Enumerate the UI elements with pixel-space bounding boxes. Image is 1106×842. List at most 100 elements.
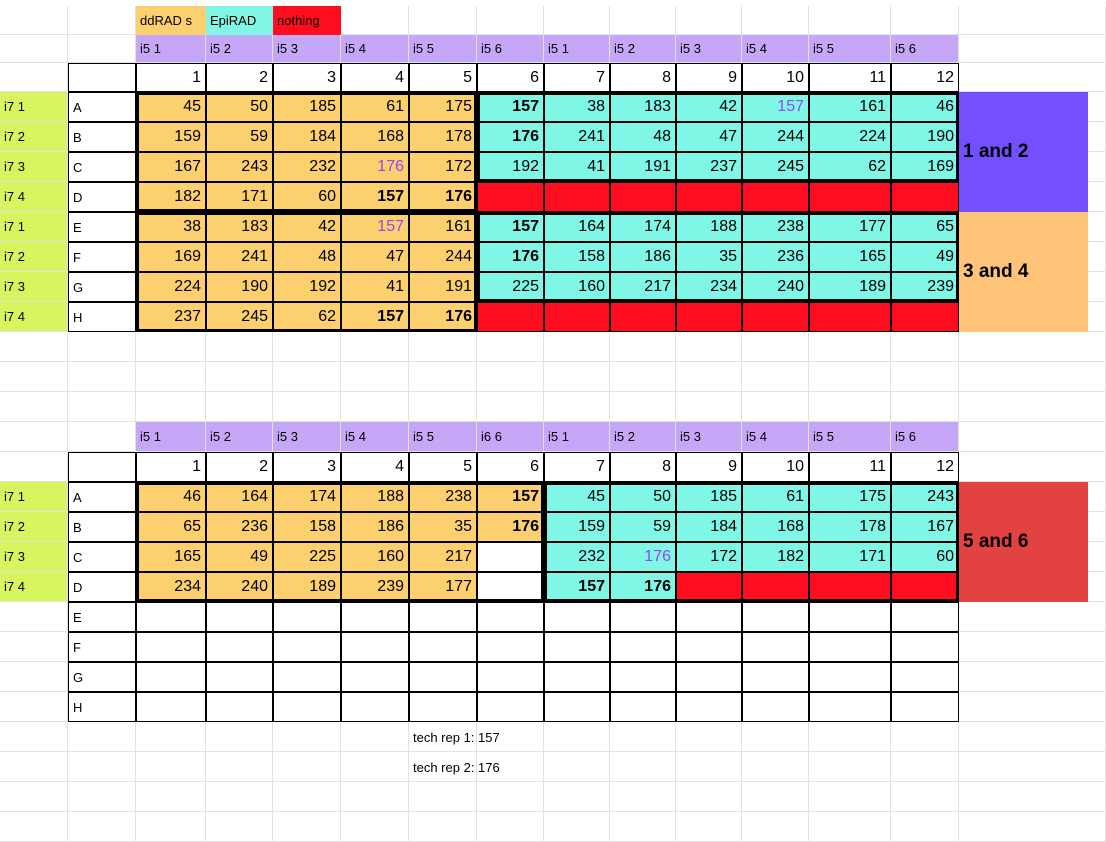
grid-cell[interactable] xyxy=(68,392,136,422)
well-cell[interactable]: 184 xyxy=(273,122,341,152)
column-header[interactable]: 10 xyxy=(742,63,809,92)
row-label[interactable]: H xyxy=(68,302,136,332)
well-cell[interactable]: 189 xyxy=(273,572,341,602)
grid-cell[interactable] xyxy=(477,812,544,842)
row-label[interactable]: B xyxy=(68,122,136,152)
column-header[interactable]: 3 xyxy=(273,63,341,92)
well-cell[interactable] xyxy=(341,602,409,632)
column-header[interactable]: 1 xyxy=(136,452,206,482)
grid-cell[interactable] xyxy=(68,35,136,63)
grid-cell[interactable] xyxy=(136,752,206,782)
well-cell[interactable]: 160 xyxy=(544,272,610,302)
well-cell[interactable] xyxy=(477,632,544,662)
well-cell[interactable] xyxy=(891,302,959,332)
well-cell[interactable]: 172 xyxy=(409,152,477,182)
well-cell[interactable]: 182 xyxy=(742,542,809,572)
well-cell[interactable]: 38 xyxy=(544,92,610,122)
well-cell[interactable] xyxy=(341,692,409,722)
well-cell[interactable] xyxy=(477,182,544,212)
well-cell[interactable]: 177 xyxy=(809,212,891,242)
grid-cell[interactable] xyxy=(68,6,136,35)
i5-header[interactable]: i5 6 xyxy=(477,35,544,63)
i7-label[interactable]: i7 3 xyxy=(0,542,68,572)
well-cell[interactable] xyxy=(742,182,809,212)
i5-header[interactable]: i6 6 xyxy=(477,422,544,452)
row-label[interactable]: D xyxy=(68,572,136,602)
grid-cell[interactable] xyxy=(610,392,676,422)
grid-cell[interactable] xyxy=(0,782,68,812)
well-cell[interactable] xyxy=(676,302,742,332)
well-cell[interactable]: 176 xyxy=(409,302,477,332)
well-cell[interactable]: 192 xyxy=(273,272,341,302)
well-cell[interactable]: 38 xyxy=(136,212,206,242)
grid-cell[interactable] xyxy=(409,722,477,752)
well-cell[interactable]: 236 xyxy=(206,512,273,542)
grid-cell[interactable] xyxy=(409,812,477,842)
well-cell[interactable]: 157 xyxy=(341,212,409,242)
well-cell[interactable]: 49 xyxy=(206,542,273,572)
grid-cell[interactable] xyxy=(0,692,68,722)
well-cell[interactable]: 243 xyxy=(206,152,273,182)
well-cell[interactable] xyxy=(610,602,676,632)
grid-cell[interactable] xyxy=(959,812,1106,842)
grid-cell[interactable] xyxy=(0,332,68,362)
i5-header[interactable]: i5 3 xyxy=(676,35,742,63)
well-cell[interactable]: 164 xyxy=(544,212,610,242)
well-cell[interactable] xyxy=(206,632,273,662)
well-cell[interactable]: 35 xyxy=(409,512,477,542)
column-header[interactable]: 12 xyxy=(891,63,959,92)
well-cell[interactable]: 224 xyxy=(136,272,206,302)
well-cell[interactable]: 237 xyxy=(136,302,206,332)
well-cell[interactable] xyxy=(809,602,891,632)
well-cell[interactable]: 45 xyxy=(544,482,610,512)
well-cell[interactable]: 244 xyxy=(409,242,477,272)
well-cell[interactable]: 161 xyxy=(409,212,477,242)
grid-cell[interactable] xyxy=(0,6,68,35)
well-cell[interactable] xyxy=(676,692,742,722)
grid-cell[interactable] xyxy=(477,722,544,752)
i5-header[interactable]: i5 1 xyxy=(136,35,206,63)
well-cell[interactable] xyxy=(544,632,610,662)
i7-label[interactable]: i7 2 xyxy=(0,122,68,152)
well-cell[interactable]: 191 xyxy=(409,272,477,302)
column-header[interactable]: 6 xyxy=(477,452,544,482)
column-header[interactable]: 9 xyxy=(676,452,742,482)
grid-cell[interactable] xyxy=(273,392,341,422)
column-header[interactable]: 2 xyxy=(206,63,273,92)
grid-cell[interactable] xyxy=(742,752,809,782)
well-cell[interactable]: 171 xyxy=(206,182,273,212)
grid-cell[interactable] xyxy=(891,362,959,392)
well-cell[interactable]: 176 xyxy=(477,122,544,152)
well-cell[interactable]: 217 xyxy=(610,272,676,302)
grid-cell[interactable] xyxy=(68,362,136,392)
column-header[interactable]: 7 xyxy=(544,452,610,482)
column-header[interactable]: 10 xyxy=(742,452,809,482)
well-cell[interactable] xyxy=(273,692,341,722)
grid-cell[interactable] xyxy=(477,6,544,35)
grid-cell[interactable] xyxy=(136,722,206,752)
well-cell[interactable] xyxy=(742,572,809,602)
grid-cell[interactable] xyxy=(959,63,1106,92)
well-cell[interactable]: 65 xyxy=(891,212,959,242)
well-cell[interactable]: 192 xyxy=(477,152,544,182)
grid-cell[interactable] xyxy=(136,332,206,362)
grid-cell[interactable] xyxy=(206,752,273,782)
row-label[interactable]: F xyxy=(68,632,136,662)
well-cell[interactable]: 167 xyxy=(891,512,959,542)
grid-cell[interactable] xyxy=(891,332,959,362)
well-cell[interactable]: 168 xyxy=(341,122,409,152)
row-label[interactable]: C xyxy=(68,152,136,182)
well-cell[interactable]: 61 xyxy=(341,92,409,122)
well-cell[interactable]: 158 xyxy=(544,242,610,272)
grid-cell[interactable] xyxy=(0,662,68,692)
grid-cell[interactable] xyxy=(809,722,891,752)
grid-cell[interactable] xyxy=(341,392,409,422)
well-cell[interactable]: 172 xyxy=(676,542,742,572)
well-cell[interactable] xyxy=(477,572,544,602)
well-cell[interactable]: 188 xyxy=(676,212,742,242)
grid-cell[interactable] xyxy=(676,392,742,422)
grid-cell[interactable] xyxy=(544,392,610,422)
grid-cell[interactable] xyxy=(959,452,1106,482)
column-header[interactable]: 5 xyxy=(409,452,477,482)
grid-cell[interactable] xyxy=(477,332,544,362)
